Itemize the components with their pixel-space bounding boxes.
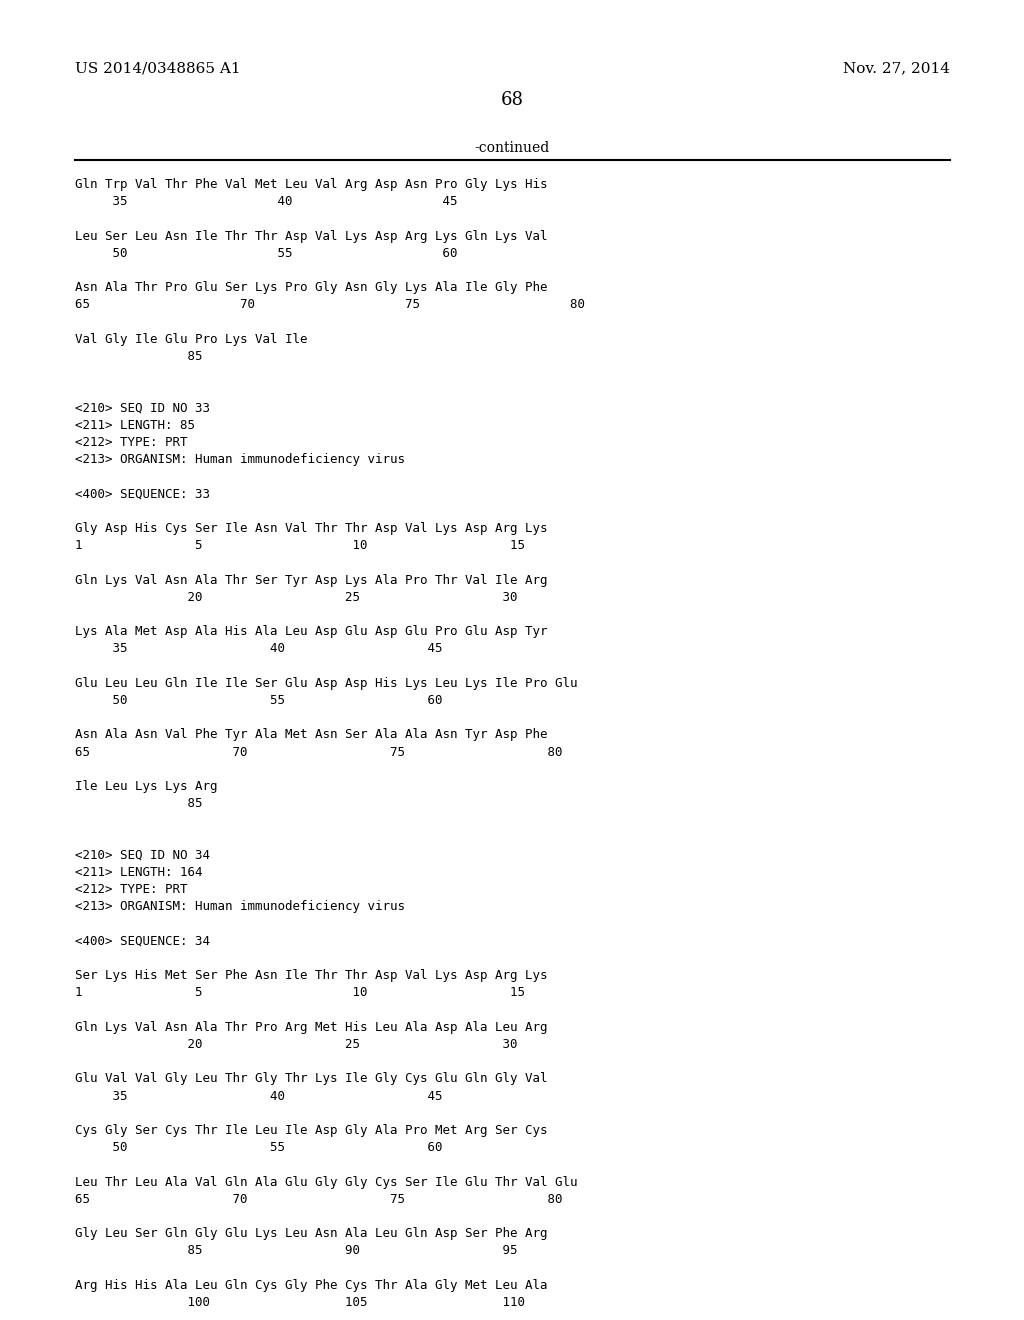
Text: Asn Ala Thr Pro Glu Ser Lys Pro Gly Asn Gly Lys Ala Ile Gly Phe: Asn Ala Thr Pro Glu Ser Lys Pro Gly Asn … — [75, 281, 548, 294]
Text: 65                    70                    75                    80: 65 70 75 80 — [75, 298, 585, 312]
Text: 1               5                    10                   15: 1 5 10 15 — [75, 539, 525, 552]
Text: Gln Lys Val Asn Ala Thr Pro Arg Met His Leu Ala Asp Ala Leu Arg: Gln Lys Val Asn Ala Thr Pro Arg Met His … — [75, 1020, 548, 1034]
Text: 85: 85 — [75, 797, 203, 810]
Text: <400> SEQUENCE: 33: <400> SEQUENCE: 33 — [75, 487, 210, 500]
Text: Arg His His Ala Leu Gln Cys Gly Phe Cys Thr Ala Gly Met Leu Ala: Arg His His Ala Leu Gln Cys Gly Phe Cys … — [75, 1279, 548, 1292]
Text: <211> LENGTH: 164: <211> LENGTH: 164 — [75, 866, 203, 879]
Text: <213> ORGANISM: Human immunodeficiency virus: <213> ORGANISM: Human immunodeficiency v… — [75, 900, 406, 913]
Text: 85                   90                   95: 85 90 95 — [75, 1245, 517, 1258]
Text: <210> SEQ ID NO 34: <210> SEQ ID NO 34 — [75, 849, 210, 862]
Text: Leu Ser Leu Asn Ile Thr Thr Asp Val Lys Asp Arg Lys Gln Lys Val: Leu Ser Leu Asn Ile Thr Thr Asp Val Lys … — [75, 230, 548, 243]
Text: Nov. 27, 2014: Nov. 27, 2014 — [843, 61, 950, 75]
Text: Gln Lys Val Asn Ala Thr Ser Tyr Asp Lys Ala Pro Thr Val Ile Arg: Gln Lys Val Asn Ala Thr Ser Tyr Asp Lys … — [75, 574, 548, 586]
Text: Leu Thr Leu Ala Val Gln Ala Glu Gly Gly Cys Ser Ile Glu Thr Val Glu: Leu Thr Leu Ala Val Gln Ala Glu Gly Gly … — [75, 1176, 578, 1188]
Text: 85: 85 — [75, 350, 203, 363]
Text: Ser Lys His Met Ser Phe Asn Ile Thr Thr Asp Val Lys Asp Arg Lys: Ser Lys His Met Ser Phe Asn Ile Thr Thr … — [75, 969, 548, 982]
Text: Gly Leu Ser Gln Gly Glu Lys Leu Asn Ala Leu Gln Asp Ser Phe Arg: Gly Leu Ser Gln Gly Glu Lys Leu Asn Ala … — [75, 1228, 548, 1241]
Text: Val Gly Ile Glu Pro Lys Val Ile: Val Gly Ile Glu Pro Lys Val Ile — [75, 333, 307, 346]
Text: <211> LENGTH: 85: <211> LENGTH: 85 — [75, 418, 195, 432]
Text: <212> TYPE: PRT: <212> TYPE: PRT — [75, 883, 187, 896]
Text: Ile Leu Lys Lys Arg: Ile Leu Lys Lys Arg — [75, 780, 217, 793]
Text: Gly Asp His Cys Ser Ile Asn Val Thr Thr Asp Val Lys Asp Arg Lys: Gly Asp His Cys Ser Ile Asn Val Thr Thr … — [75, 521, 548, 535]
Text: 20                   25                   30: 20 25 30 — [75, 591, 517, 603]
Text: -continued: -continued — [474, 141, 550, 154]
Text: 35                    40                    45: 35 40 45 — [75, 195, 458, 209]
Text: 65                   70                   75                   80: 65 70 75 80 — [75, 746, 562, 759]
Text: 35                   40                   45: 35 40 45 — [75, 1089, 442, 1102]
Text: 1               5                    10                   15: 1 5 10 15 — [75, 986, 525, 999]
Text: 50                   55                   60: 50 55 60 — [75, 1142, 442, 1154]
Text: <210> SEQ ID NO 33: <210> SEQ ID NO 33 — [75, 401, 210, 414]
Text: 50                    55                    60: 50 55 60 — [75, 247, 458, 260]
Text: 65                   70                   75                   80: 65 70 75 80 — [75, 1193, 562, 1205]
Text: Glu Leu Leu Gln Ile Ile Ser Glu Asp Asp His Lys Leu Lys Ile Pro Glu: Glu Leu Leu Gln Ile Ile Ser Glu Asp Asp … — [75, 677, 578, 690]
Text: 20                   25                   30: 20 25 30 — [75, 1038, 517, 1051]
Text: 50                   55                   60: 50 55 60 — [75, 694, 442, 708]
Text: Cys Gly Ser Cys Thr Ile Leu Ile Asp Gly Ala Pro Met Arg Ser Cys: Cys Gly Ser Cys Thr Ile Leu Ile Asp Gly … — [75, 1125, 548, 1137]
Text: US 2014/0348865 A1: US 2014/0348865 A1 — [75, 61, 241, 75]
Text: <212> TYPE: PRT: <212> TYPE: PRT — [75, 436, 187, 449]
Text: 35                   40                   45: 35 40 45 — [75, 643, 442, 656]
Text: 100                  105                  110: 100 105 110 — [75, 1296, 525, 1309]
Text: <213> ORGANISM: Human immunodeficiency virus: <213> ORGANISM: Human immunodeficiency v… — [75, 453, 406, 466]
Text: 68: 68 — [501, 91, 523, 110]
Text: Gln Trp Val Thr Phe Val Met Leu Val Arg Asp Asn Pro Gly Lys His: Gln Trp Val Thr Phe Val Met Leu Val Arg … — [75, 178, 548, 191]
Text: Lys Ala Met Asp Ala His Ala Leu Asp Glu Asp Glu Pro Glu Asp Tyr: Lys Ala Met Asp Ala His Ala Leu Asp Glu … — [75, 626, 548, 638]
Text: <400> SEQUENCE: 34: <400> SEQUENCE: 34 — [75, 935, 210, 948]
Text: Glu Val Val Gly Leu Thr Gly Thr Lys Ile Gly Cys Glu Gln Gly Val: Glu Val Val Gly Leu Thr Gly Thr Lys Ile … — [75, 1072, 548, 1085]
Text: Asn Ala Asn Val Phe Tyr Ala Met Asn Ser Ala Ala Asn Tyr Asp Phe: Asn Ala Asn Val Phe Tyr Ala Met Asn Ser … — [75, 729, 548, 742]
